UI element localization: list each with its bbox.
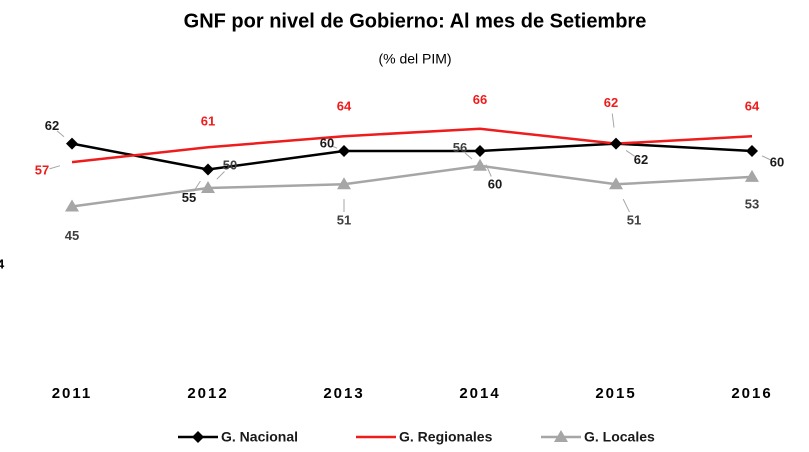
legend-label: G. Nacional xyxy=(221,429,298,445)
point-marker xyxy=(202,163,214,176)
data-label: 51 xyxy=(627,213,641,228)
data-label: 64 xyxy=(337,99,352,114)
x-tick-label: 2011 xyxy=(52,385,93,402)
chart-title: GNF por nivel de Gobierno: Al mes de Set… xyxy=(184,10,647,32)
leader-line xyxy=(464,152,473,160)
point-marker xyxy=(66,137,78,150)
data-label: 62 xyxy=(604,95,618,110)
leader-line xyxy=(625,149,636,157)
chart-subtitle: (% del PIM) xyxy=(378,51,451,67)
point-marker xyxy=(609,177,623,190)
data-label: 55 xyxy=(182,190,196,205)
data-label: 60 xyxy=(770,154,784,169)
data-label: 51 xyxy=(337,213,351,228)
data-label: 57 xyxy=(35,163,49,178)
x-tick-label: 2013 xyxy=(323,385,364,402)
point-marker xyxy=(473,158,487,171)
data-label: 45 xyxy=(65,228,79,243)
point-marker xyxy=(745,169,759,182)
x-tick-label: 2015 xyxy=(595,385,636,402)
legend-marker xyxy=(192,431,204,443)
point-marker xyxy=(337,177,351,190)
data-label: 50 xyxy=(223,157,237,172)
leader-line xyxy=(49,165,61,170)
data-label: 60 xyxy=(320,135,334,150)
data-label: 61 xyxy=(201,114,215,129)
point-marker xyxy=(474,145,486,157)
leader-line xyxy=(56,130,65,138)
point-marker xyxy=(746,145,758,157)
point-marker xyxy=(201,181,215,193)
legend-marker xyxy=(554,430,568,442)
data-label: 53 xyxy=(745,196,759,211)
series-line xyxy=(71,127,753,164)
x-tick-label: 2012 xyxy=(187,385,228,402)
data-label: 62 xyxy=(634,152,648,167)
point-marker xyxy=(338,145,350,157)
x-tick-label: 2016 xyxy=(731,385,772,402)
data-label: 62 xyxy=(45,118,59,133)
point-marker xyxy=(610,137,622,150)
series-line xyxy=(71,164,753,208)
data-label: 66 xyxy=(473,92,487,107)
data-label: 60 xyxy=(488,176,502,191)
leader-line xyxy=(331,145,338,149)
leader-line xyxy=(761,155,771,161)
legend-label: G. Regionales xyxy=(399,429,493,445)
leader-line xyxy=(193,180,201,192)
data-label: 64 xyxy=(745,99,760,114)
data-label: 56 xyxy=(453,140,467,155)
x-tick-label: 2014 xyxy=(459,385,500,402)
legend-label: G. Locales xyxy=(584,429,655,445)
point-marker xyxy=(65,199,79,212)
series-line xyxy=(71,142,753,171)
leader-line xyxy=(611,113,615,128)
leader-line xyxy=(216,171,225,180)
clipped-label: 4 xyxy=(0,256,5,271)
leader-line xyxy=(485,164,492,177)
leader-line xyxy=(622,198,630,213)
